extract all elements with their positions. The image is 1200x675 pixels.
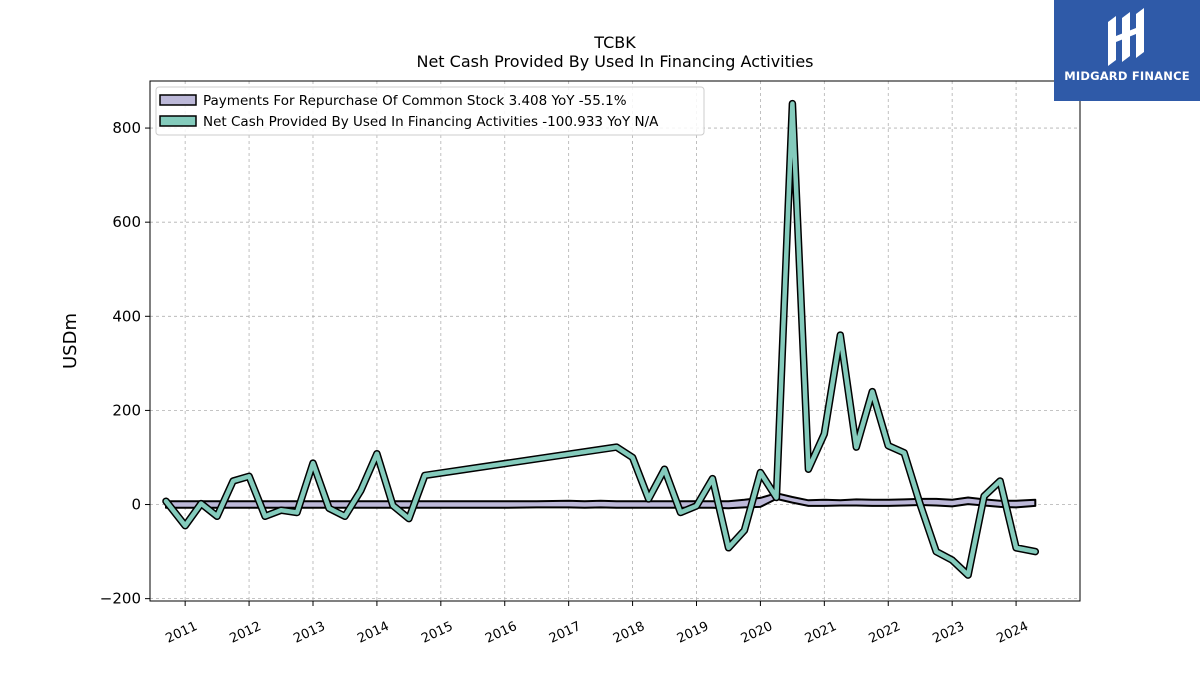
grid-lines (150, 81, 1080, 601)
x-tick-label: 2023 (931, 619, 967, 647)
legend-swatch (159, 94, 197, 106)
x-tick-label: 2014 (355, 619, 391, 647)
y-tick-label: 200 (112, 401, 141, 419)
chart-subtitle: Net Cash Provided By Used In Financing A… (416, 52, 813, 71)
x-tick-label: 2013 (291, 619, 327, 647)
y-tick-label: −200 (100, 590, 141, 608)
x-axis: 2011 2012 2013 2014 2015 2016 2017 2018 2019 2020… (164, 601, 1031, 647)
x-tick-label: 2012 (227, 619, 263, 647)
x-tick-label: 2022 (867, 619, 903, 647)
x-tick-label: 2015 (419, 619, 455, 647)
x-tick-label: 2016 (483, 619, 519, 647)
x-tick-label: 2024 (994, 619, 1030, 647)
legend: Payments For Repurchase Of Common Stock … (155, 86, 705, 136)
y-tick-label: 0 (131, 496, 141, 514)
y-axis-label: USDm (60, 313, 81, 369)
x-tick-label: 2011 (164, 619, 200, 647)
series-layer (162, 99, 1040, 579)
chart-title: TCBK (593, 33, 636, 52)
legend-box (155, 86, 705, 136)
x-tick-label: 2018 (611, 619, 647, 647)
legend-swatch (159, 115, 197, 127)
x-tick-label: 2021 (803, 619, 839, 647)
x-tick-label: 2020 (739, 619, 775, 647)
y-tick-label: 600 (112, 213, 141, 231)
y-tick-label: 400 (112, 307, 141, 325)
midgard-logo-icon (1108, 8, 1144, 66)
series-repurchase-band (165, 492, 1037, 510)
x-tick-label: 2019 (675, 619, 711, 647)
plot-frame (149, 80, 1081, 602)
series-financing-line (163, 101, 1038, 578)
legend-label: Payments For Repurchase Of Common Stock … (203, 93, 627, 109)
legend-label: Net Cash Provided By Used In Financing A… (203, 114, 659, 130)
x-tick-label: 2017 (547, 619, 583, 647)
brand-name: MIDGARD FINANCE (1064, 69, 1190, 83)
y-tick-label: 800 (112, 119, 141, 137)
y-axis: −200 0 200 400 600 800 (100, 119, 150, 608)
brand-logo: MIDGARD FINANCE (1054, 0, 1200, 101)
